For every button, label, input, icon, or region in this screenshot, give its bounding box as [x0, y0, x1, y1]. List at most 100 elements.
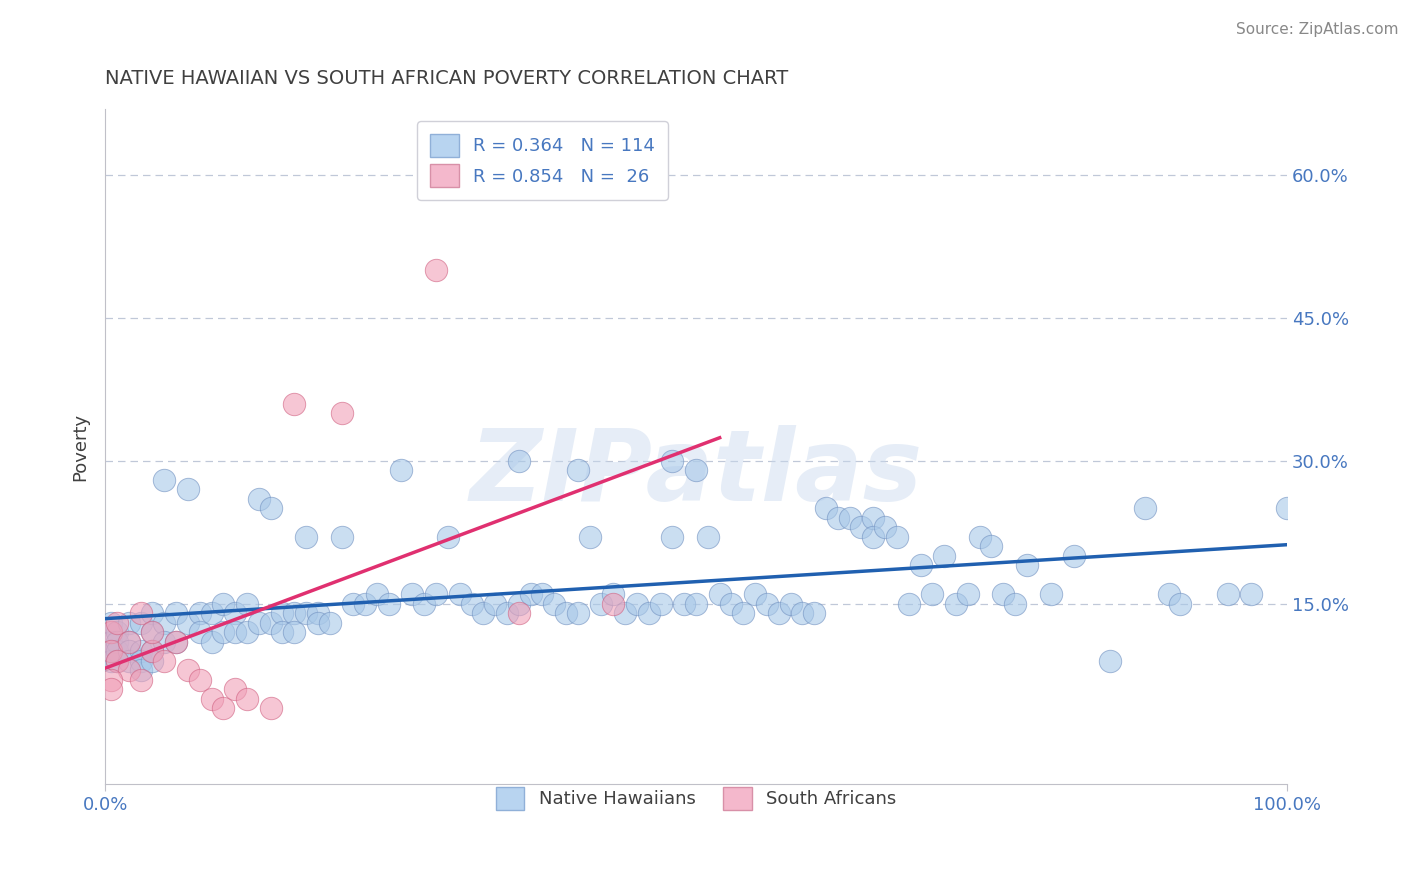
Point — [449, 587, 471, 601]
Point — [188, 673, 211, 687]
Point — [271, 606, 294, 620]
Point — [200, 691, 222, 706]
Point — [1098, 654, 1121, 668]
Point — [283, 606, 305, 620]
Point — [105, 615, 128, 630]
Point — [141, 644, 163, 658]
Point — [661, 530, 683, 544]
Point — [401, 587, 423, 601]
Point — [247, 491, 270, 506]
Text: NATIVE HAWAIIAN VS SOUTH AFRICAN POVERTY CORRELATION CHART: NATIVE HAWAIIAN VS SOUTH AFRICAN POVERTY… — [105, 69, 789, 87]
Point — [591, 597, 613, 611]
Point — [100, 644, 122, 658]
Point — [661, 454, 683, 468]
Point — [271, 625, 294, 640]
Point — [307, 606, 329, 620]
Point — [768, 606, 790, 620]
Point — [1133, 501, 1156, 516]
Point — [100, 654, 122, 668]
Point — [129, 673, 152, 687]
Point — [319, 615, 342, 630]
Point — [484, 597, 506, 611]
Point — [200, 634, 222, 648]
Point — [153, 615, 176, 630]
Point — [602, 587, 624, 601]
Point — [709, 587, 731, 601]
Point — [921, 587, 943, 601]
Point — [129, 663, 152, 677]
Point — [100, 682, 122, 697]
Point — [200, 606, 222, 620]
Point — [472, 606, 495, 620]
Point — [129, 615, 152, 630]
Point — [153, 473, 176, 487]
Point — [283, 397, 305, 411]
Point — [129, 644, 152, 658]
Point — [236, 625, 259, 640]
Point — [212, 701, 235, 715]
Point — [851, 520, 873, 534]
Point — [153, 654, 176, 668]
Point — [519, 587, 541, 601]
Point — [814, 501, 837, 516]
Point — [141, 654, 163, 668]
Point — [212, 597, 235, 611]
Point — [129, 654, 152, 668]
Point — [555, 606, 578, 620]
Point — [1157, 587, 1180, 601]
Point — [177, 663, 200, 677]
Point — [118, 634, 141, 648]
Point — [165, 634, 187, 648]
Y-axis label: Poverty: Poverty — [72, 412, 89, 481]
Point — [118, 634, 141, 648]
Point — [330, 406, 353, 420]
Point — [1216, 587, 1239, 601]
Point — [354, 597, 377, 611]
Point — [259, 501, 281, 516]
Point — [1004, 597, 1026, 611]
Point — [733, 606, 755, 620]
Point — [838, 511, 860, 525]
Point — [945, 597, 967, 611]
Point — [100, 634, 122, 648]
Point — [425, 263, 447, 277]
Point — [508, 597, 530, 611]
Point — [862, 511, 884, 525]
Point — [153, 634, 176, 648]
Point — [118, 663, 141, 677]
Point — [886, 530, 908, 544]
Point — [295, 530, 318, 544]
Point — [779, 597, 801, 611]
Point — [637, 606, 659, 620]
Point — [366, 587, 388, 601]
Point — [602, 597, 624, 611]
Point — [460, 597, 482, 611]
Legend: Native Hawaiians, South Africans: Native Hawaiians, South Africans — [482, 774, 910, 822]
Point — [188, 625, 211, 640]
Point — [105, 634, 128, 648]
Point — [118, 615, 141, 630]
Point — [295, 606, 318, 620]
Point — [496, 606, 519, 620]
Point — [129, 606, 152, 620]
Point — [283, 625, 305, 640]
Point — [578, 530, 600, 544]
Point — [141, 644, 163, 658]
Point — [956, 587, 979, 601]
Point — [141, 625, 163, 640]
Point — [100, 673, 122, 687]
Point — [1015, 558, 1038, 573]
Point — [378, 597, 401, 611]
Point — [862, 530, 884, 544]
Point — [531, 587, 554, 601]
Point — [342, 597, 364, 611]
Point — [910, 558, 932, 573]
Point — [188, 606, 211, 620]
Point — [1275, 501, 1298, 516]
Point — [626, 597, 648, 611]
Point — [212, 625, 235, 640]
Point — [224, 625, 246, 640]
Point — [567, 463, 589, 477]
Point — [803, 606, 825, 620]
Point — [720, 597, 742, 611]
